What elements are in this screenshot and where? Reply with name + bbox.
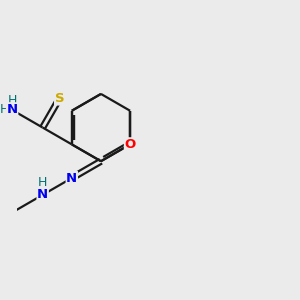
Text: O: O	[124, 138, 136, 151]
Text: H: H	[8, 94, 17, 106]
Text: N: N	[7, 103, 18, 116]
Text: H: H	[38, 176, 47, 189]
Text: N: N	[37, 188, 48, 201]
Text: N: N	[66, 172, 77, 184]
Text: H: H	[0, 103, 9, 116]
Text: S: S	[55, 92, 64, 105]
